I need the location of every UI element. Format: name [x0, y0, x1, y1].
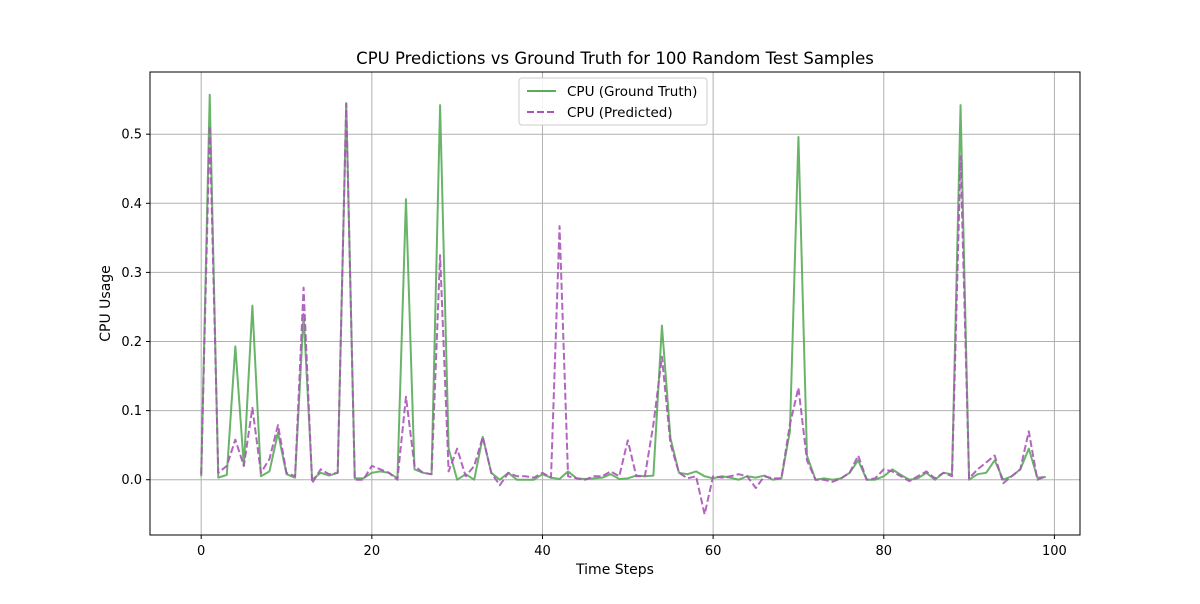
legend-label-ground-truth: CPU (Ground Truth)	[567, 84, 697, 100]
x-tick-label: 100	[1042, 544, 1067, 559]
y-tick-label: 0.5	[121, 128, 142, 143]
x-tick-label: 40	[534, 544, 551, 559]
legend: CPU (Ground Truth) CPU (Predicted)	[518, 77, 708, 126]
series-layer	[200, 93, 1047, 516]
y-tick-label: 0.4	[121, 197, 142, 212]
y-axis-label: CPU Usage	[98, 265, 114, 342]
legend-box	[518, 77, 708, 126]
x-tick-label: 60	[705, 544, 722, 559]
x-tick-label: 80	[875, 544, 892, 559]
series-line-predicted	[200, 102, 1047, 516]
plot-area-frame	[149, 71, 1081, 536]
x-tick-label: 0	[197, 544, 205, 559]
tick-layer: 0 20 40 60 80 100 0.0 0.1 0.2 0.3 0.4 0.5	[121, 128, 1067, 559]
x-tick-label: 20	[364, 544, 381, 559]
y-tick-label: 0.1	[121, 404, 142, 419]
y-tick-label: 0.2	[121, 335, 142, 350]
x-axis-label: Time Steps	[575, 562, 654, 578]
y-tick-label: 0.0	[121, 473, 142, 488]
series-line-ground-truth	[200, 93, 1046, 481]
y-tick-label: 0.3	[121, 266, 142, 281]
chart-title: CPU Predictions vs Ground Truth for 100 …	[356, 49, 874, 68]
legend-label-predicted: CPU (Predicted)	[567, 105, 673, 121]
